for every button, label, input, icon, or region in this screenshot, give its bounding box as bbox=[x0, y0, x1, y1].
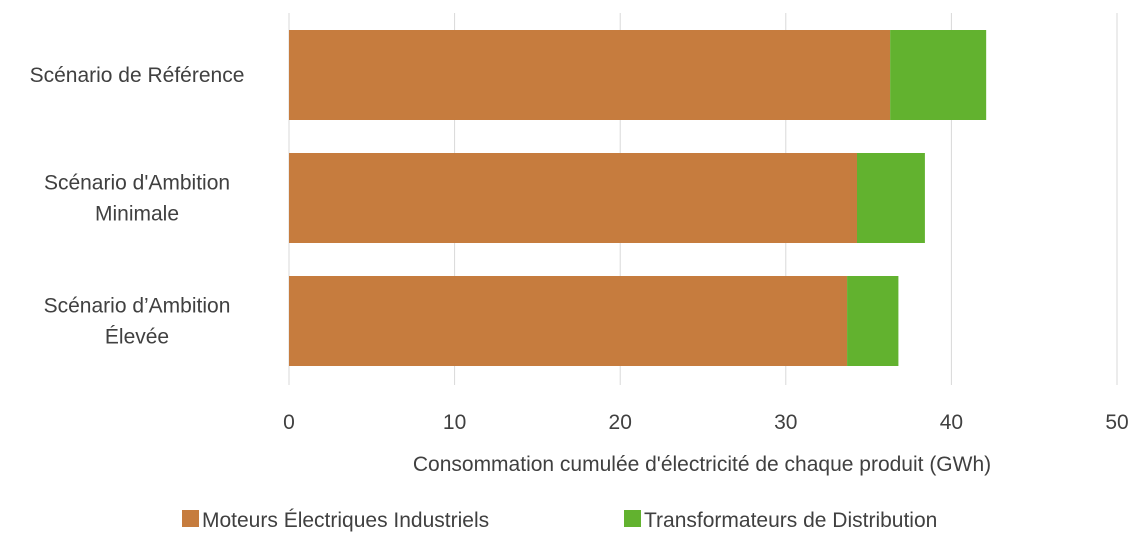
category-label-1: Scénario d'Ambition Minimale bbox=[44, 172, 230, 226]
legend: Moteurs Électriques Industriels Transform… bbox=[182, 509, 937, 532]
x-tick-label-5: 50 bbox=[1105, 411, 1128, 434]
bar-transformateurs-2 bbox=[847, 276, 899, 366]
category-labels: Scénario de Référence Scénario d'Ambition… bbox=[30, 64, 245, 349]
legend-item-0: Moteurs Électriques Industriels bbox=[182, 509, 489, 532]
x-tick-label-0: 0 bbox=[283, 411, 295, 434]
category-label-0: Scénario de Référence bbox=[30, 64, 245, 87]
x-tick-label-2: 20 bbox=[609, 411, 632, 434]
x-tick-label-4: 40 bbox=[940, 411, 963, 434]
category-label-2: Scénario d’Ambition Élevée bbox=[44, 295, 231, 349]
x-tick-label-1: 10 bbox=[443, 411, 466, 434]
legend-label-0: Moteurs Électriques Industriels bbox=[202, 509, 489, 532]
bars bbox=[289, 30, 987, 366]
x-tick-label-3: 30 bbox=[774, 411, 797, 434]
bar-moteurs-2 bbox=[289, 276, 848, 366]
legend-label-1: Transformateurs de Distribution bbox=[644, 509, 937, 532]
x-axis-title: Consommation cumulée d'électricité de ch… bbox=[413, 453, 991, 476]
x-axis-tick-labels: 0 10 20 30 40 50 bbox=[283, 411, 1129, 434]
bar-moteurs-1 bbox=[289, 153, 858, 243]
legend-item-1: Transformateurs de Distribution bbox=[624, 509, 937, 532]
bar-moteurs-0 bbox=[289, 30, 891, 120]
legend-swatch-0 bbox=[182, 510, 199, 527]
bar-transformateurs-1 bbox=[857, 153, 925, 243]
legend-swatch-1 bbox=[624, 510, 641, 527]
bar-transformateurs-0 bbox=[890, 30, 987, 120]
